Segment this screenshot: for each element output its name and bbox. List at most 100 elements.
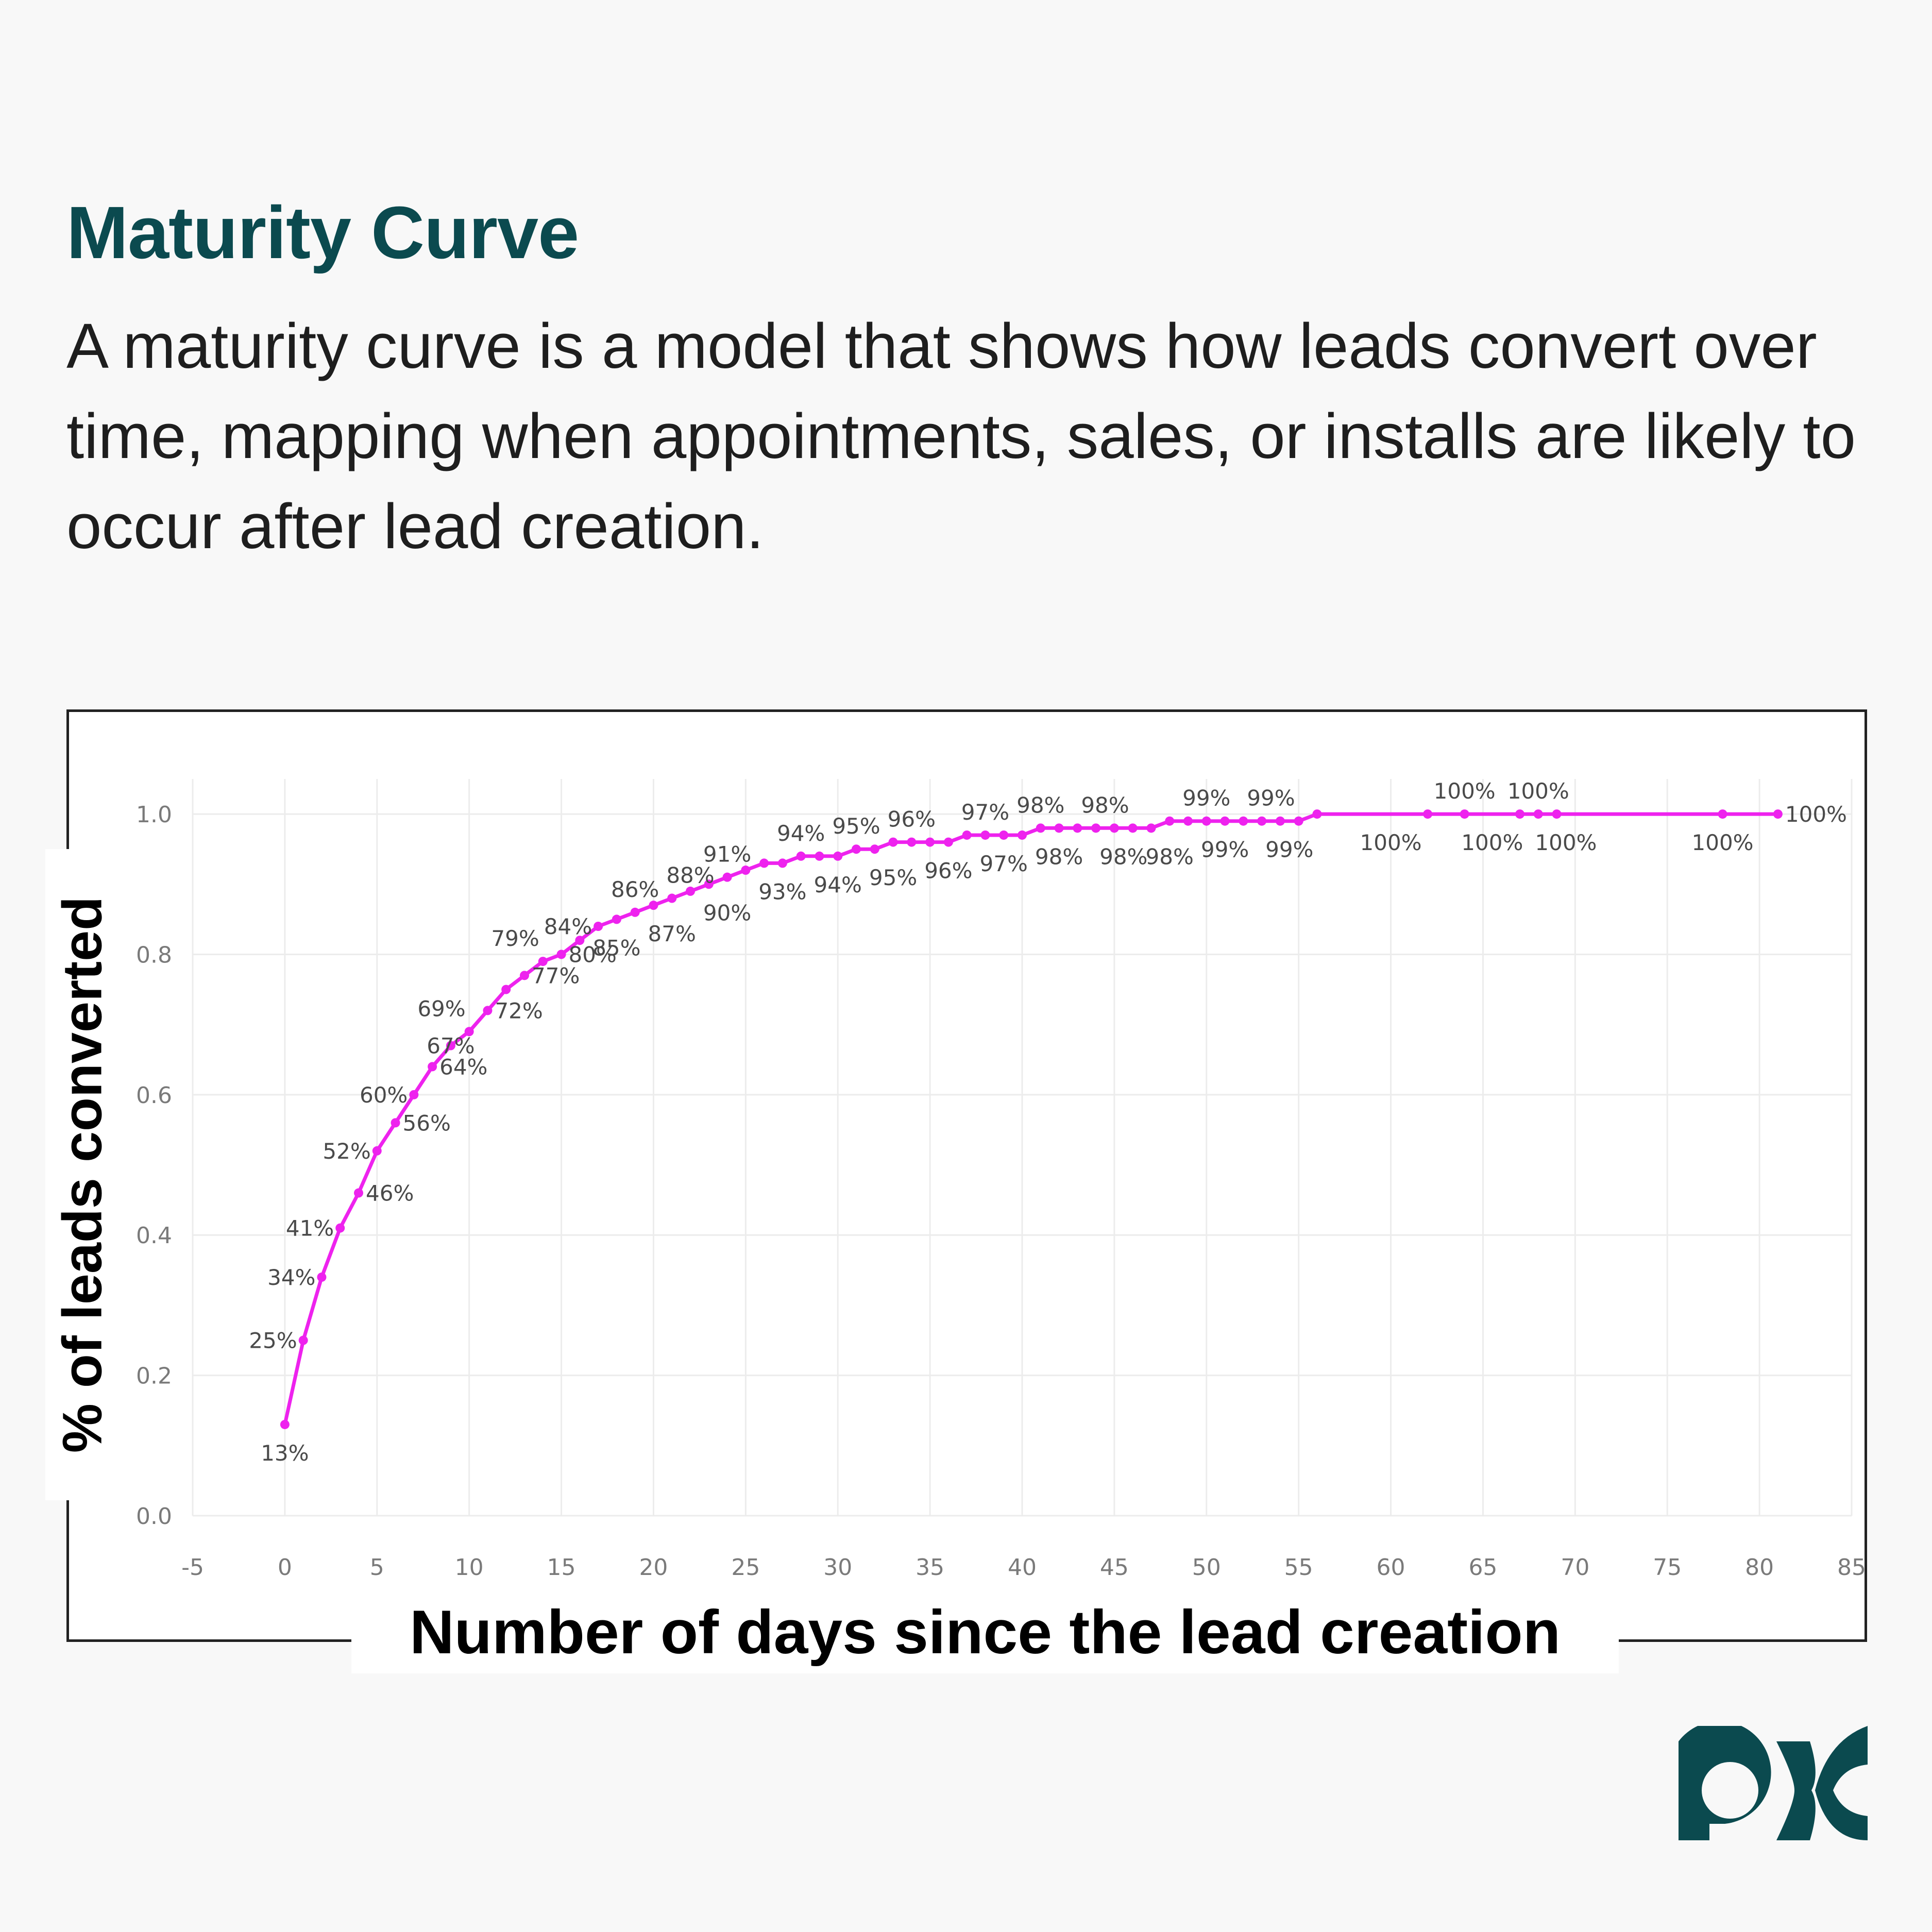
series-point xyxy=(907,837,917,847)
series-point xyxy=(1718,809,1727,819)
data-label: 100% xyxy=(1785,802,1847,827)
series-point xyxy=(298,1335,308,1345)
y-tick-label: 0.2 xyxy=(136,1363,172,1389)
data-label: 41% xyxy=(286,1216,334,1241)
series-point xyxy=(1423,809,1433,819)
x-tick-label: 85 xyxy=(1837,1554,1865,1581)
series-points xyxy=(280,809,1783,1429)
data-label: 97% xyxy=(961,800,1009,825)
series-point xyxy=(483,1006,493,1015)
series-point xyxy=(317,1272,327,1282)
series-point xyxy=(686,886,695,896)
data-label: 100% xyxy=(1507,778,1569,804)
data-label: 13% xyxy=(261,1440,309,1466)
data-label: 77% xyxy=(532,963,580,988)
data-label: 25% xyxy=(249,1328,297,1353)
series-point xyxy=(1109,823,1119,833)
series-point xyxy=(1183,816,1193,826)
x-tick-label: 55 xyxy=(1284,1554,1313,1581)
y-tick-label: 0.6 xyxy=(136,1082,172,1109)
data-label: 99% xyxy=(1182,786,1230,811)
series-point xyxy=(612,914,621,924)
data-label: 94% xyxy=(777,821,825,846)
series-point xyxy=(722,872,732,882)
series-point xyxy=(464,1027,474,1037)
x-tick-label: 10 xyxy=(455,1554,484,1581)
x-tick-label: 15 xyxy=(547,1554,576,1581)
data-label: 34% xyxy=(267,1265,315,1290)
series-point xyxy=(943,837,953,847)
data-label: 56% xyxy=(403,1110,451,1136)
series-line xyxy=(283,812,1778,1425)
series-point xyxy=(1312,809,1322,819)
data-label: 86% xyxy=(611,877,659,902)
series-point xyxy=(667,893,677,903)
series-point xyxy=(759,858,769,868)
y-tick-labels: 0.0 0.2 0.4 0.6 0.8 1.0 xyxy=(136,802,172,1530)
series-point xyxy=(796,851,806,861)
y-axis-label-box xyxy=(45,849,118,1500)
data-label: 69% xyxy=(417,996,465,1021)
x-tick-label: 50 xyxy=(1192,1554,1221,1581)
series-point xyxy=(1220,816,1230,826)
series-point xyxy=(815,851,824,861)
x-tick-label: 30 xyxy=(823,1554,852,1581)
x-tick-label: 0 xyxy=(278,1554,292,1581)
data-label: 98% xyxy=(1016,792,1064,818)
series-point xyxy=(870,844,879,854)
x-tick-label: 5 xyxy=(370,1554,384,1581)
data-label: 99% xyxy=(1247,786,1295,811)
x-tick-label: 35 xyxy=(916,1554,944,1581)
chart-grid xyxy=(192,779,1853,1517)
x-tick-label: 70 xyxy=(1561,1554,1589,1581)
series-point xyxy=(428,1062,437,1072)
series-point xyxy=(335,1223,345,1233)
x-tick-label: 45 xyxy=(1100,1554,1129,1581)
data-label: 100% xyxy=(1434,778,1496,804)
x-tick-label: 75 xyxy=(1653,1554,1682,1581)
series-point xyxy=(354,1188,363,1198)
series-point xyxy=(1239,816,1248,826)
data-label: 95% xyxy=(832,814,880,839)
series-point xyxy=(594,922,603,931)
x-axis-label-box: Number of days since the lead creation xyxy=(351,1591,1619,1673)
data-label: 64% xyxy=(439,1054,487,1079)
series-point xyxy=(1128,823,1138,833)
series-point xyxy=(704,879,714,889)
series-point xyxy=(372,1146,382,1156)
y-tick-label: 0.8 xyxy=(136,942,172,968)
series-point xyxy=(1533,809,1543,819)
series-point xyxy=(501,985,511,994)
data-label: 100% xyxy=(1360,830,1422,855)
series-point xyxy=(1091,823,1101,833)
series-point xyxy=(833,851,843,861)
data-label: 94% xyxy=(814,872,862,897)
series-point xyxy=(1146,823,1156,833)
series-point xyxy=(888,837,898,847)
series-point xyxy=(999,830,1009,840)
series-point xyxy=(1036,823,1045,833)
series-point xyxy=(980,830,990,840)
series-point xyxy=(1460,809,1469,819)
x-tick-labels: -5 0 5 10 15 20 25 30 35 40 45 50 55 60 65 70 75 80 85 xyxy=(181,1554,1865,1581)
series-point xyxy=(1018,830,1027,840)
x-tick-label: -5 xyxy=(181,1554,204,1581)
series-point xyxy=(1773,809,1783,819)
x-tick-label: 25 xyxy=(731,1554,760,1581)
series-point xyxy=(1515,809,1524,819)
data-label: 80% xyxy=(569,942,617,967)
x-tick-label: 20 xyxy=(639,1554,668,1581)
data-label: 97% xyxy=(980,851,1028,876)
data-label: 96% xyxy=(888,807,936,832)
y-tick-label: 1.0 xyxy=(136,802,172,828)
series-point xyxy=(391,1118,400,1128)
data-label: 60% xyxy=(360,1082,408,1108)
data-label: 100% xyxy=(1461,830,1523,855)
data-label: 85% xyxy=(592,935,640,960)
y-tick-label: 0.0 xyxy=(136,1503,172,1530)
series-point xyxy=(1073,823,1082,833)
y-tick-label: 0.4 xyxy=(136,1223,172,1249)
series-point xyxy=(962,830,972,840)
data-label: 98% xyxy=(1099,844,1147,869)
data-label: 98% xyxy=(1081,792,1129,818)
